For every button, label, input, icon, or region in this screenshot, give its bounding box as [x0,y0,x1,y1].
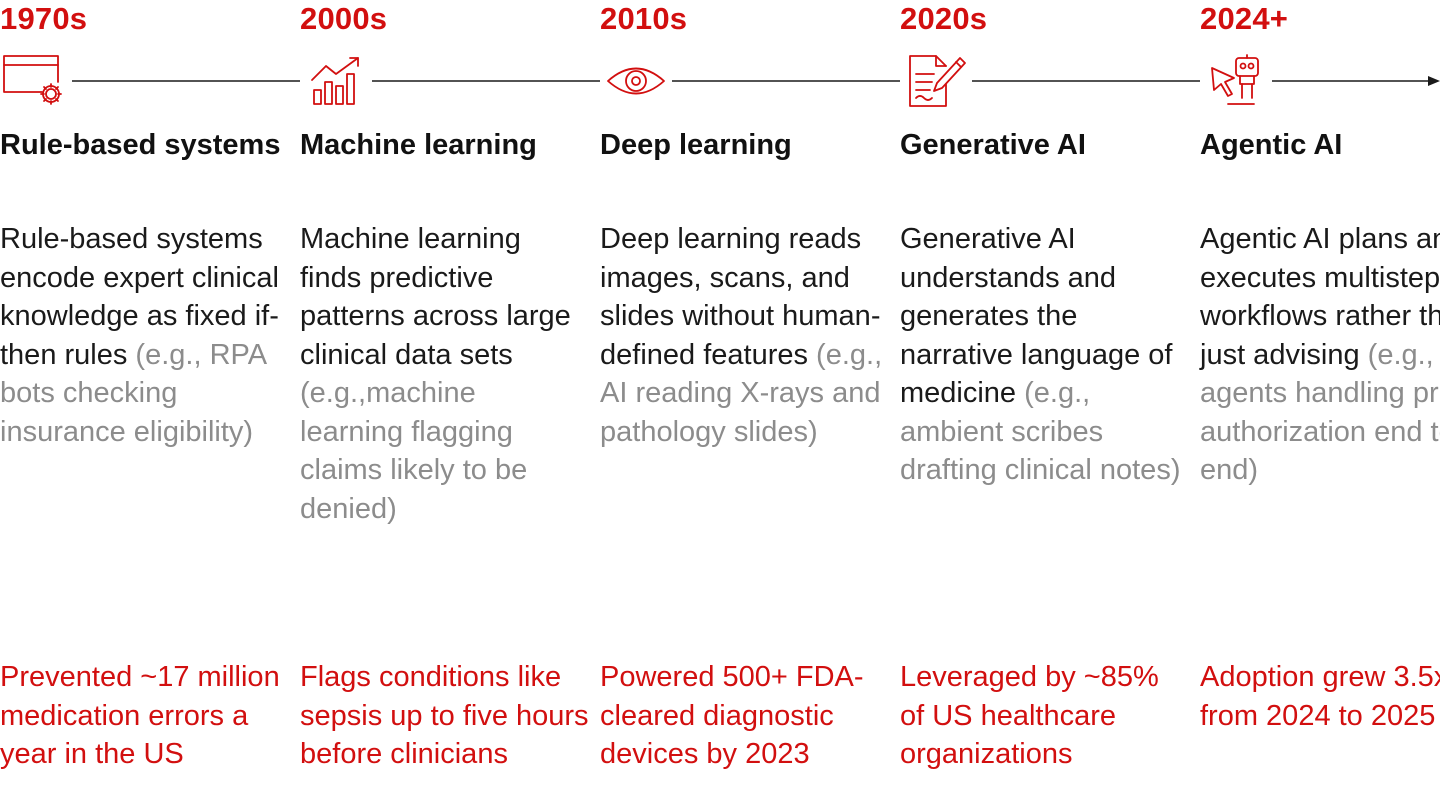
document-pen-icon [909,55,966,107]
cursor-robot-icon [1211,54,1259,105]
era-body: Deep learning reads images, scans, and s… [600,220,885,451]
era-body: Rule-based systems encode expert clinica… [0,220,285,451]
era-title: Rule-based systems [0,129,281,161]
era-year: 1970s [0,1,88,36]
era-example: (e.g., AI reading X-rays and pathology s… [600,338,883,448]
era-impact: Prevented ~17 million medication errors … [0,661,280,770]
era-body: Agentic AI plans and executes multistep … [1200,220,1440,490]
era-body: Machine learning finds predictive patter… [300,220,585,528]
era-example: (e.g., agents handling prior authorizati… [1200,338,1440,487]
window-gear-icon [3,55,62,105]
eye-icon [607,67,665,95]
era-example: (e.g., RPA bots checking insurance eligi… [0,338,266,448]
era-year: 2010s [600,1,688,36]
era-description: Machine learning finds predictive patter… [300,223,571,371]
era-description: Rule-based systems encode expert clinica… [0,223,279,371]
era-rule-based: 1970s Rule-based systems Rule-based syst… [0,0,290,810]
era-title: Generative AI [900,129,1086,161]
era-impact: Powered 500+ FDA-cleared diagnostic devi… [600,661,864,770]
era-generative-ai: 2020s Generative AI Generative AI unders… [900,0,1190,810]
era-description: Generative AI understands and generates … [900,223,1173,409]
era-impact: Leveraged by ~85% of US healthcare organ… [900,661,1159,770]
era-description: Deep learning reads images, scans, and s… [600,223,881,371]
growth-chart-icon [311,57,359,105]
era-deep-learning: 2010s Deep learning Deep learning reads … [600,0,890,810]
era-example: (e.g., ambient scribes drafting clinical… [900,377,1181,486]
era-title: Deep learning [600,129,792,161]
era-year: 2020s [900,1,988,36]
era-title: Machine learning [300,129,537,161]
era-body: Generative AI understands and generates … [900,220,1185,490]
era-example: (e.g.,machine learning flagging claims l… [300,377,528,525]
era-machine-learning: 2000s Machine learning Machine learning … [300,0,590,810]
era-impact: Adoption grew 3.5x from 2024 to 2025 [1200,661,1440,732]
era-title: Agentic AI [1200,129,1343,161]
era-year: 2000s [300,1,388,36]
era-impact: Flags conditions like sepsis up to five … [300,661,589,770]
era-agentic-ai: 2024+ Agentic AI Agentic AI plans and ex… [1200,0,1440,810]
era-year: 2024+ [1200,1,1289,36]
era-description: Agentic AI plans and executes multistep … [1200,223,1440,371]
